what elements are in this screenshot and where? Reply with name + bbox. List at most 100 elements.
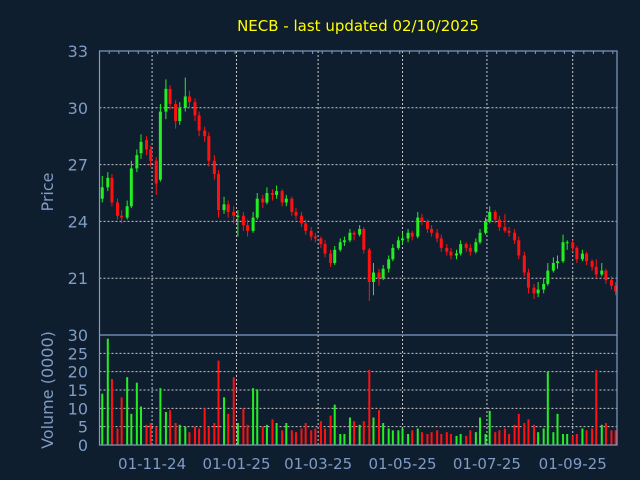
volume-bar [300, 428, 303, 445]
volume-tick-label: 5 [78, 418, 88, 437]
candle-down [439, 238, 443, 248]
candle-down [410, 232, 414, 237]
volume-bar [610, 430, 613, 445]
candle-down [367, 249, 371, 282]
candle-down [207, 136, 211, 161]
volume-bar [411, 430, 414, 445]
volume-bar [552, 432, 555, 445]
volume-bar [358, 424, 361, 445]
volume-bar [304, 423, 307, 445]
volume-bar [474, 432, 477, 445]
candle-down [362, 228, 366, 250]
candle-down [115, 202, 119, 216]
volume-bar [116, 428, 119, 445]
volume-bar [227, 413, 230, 445]
volume-bar [600, 424, 603, 445]
volume-tick-label: 15 [68, 381, 88, 400]
volume-bar [348, 417, 351, 445]
candle-down [212, 160, 216, 175]
candle-up [488, 211, 492, 222]
candle-down [571, 242, 575, 248]
candle-down [503, 227, 507, 231]
volume-bar [407, 434, 410, 445]
volume-bar [110, 379, 113, 445]
candle-down [425, 221, 429, 229]
candle-up [600, 270, 604, 275]
volume-bar [508, 434, 511, 445]
candle-down [420, 217, 424, 222]
volume-bar [265, 424, 268, 445]
candle-up [265, 193, 269, 203]
candle-up [391, 247, 395, 260]
volume-bar [319, 421, 322, 445]
candle-down [493, 211, 497, 220]
candle-down [377, 272, 381, 279]
volume-bar [294, 432, 297, 445]
plot-frame [98, 50, 618, 446]
candle-down [294, 211, 298, 216]
volume-bar [184, 426, 187, 445]
candle-down [241, 215, 245, 226]
candle-up [125, 206, 129, 218]
candle-up [396, 240, 400, 248]
candle-up [406, 232, 410, 239]
volume-bar [469, 430, 472, 445]
volume-bar [604, 423, 607, 445]
volume-bar [575, 434, 578, 445]
candle-down [323, 244, 327, 254]
candle-down [246, 225, 250, 231]
candle-down [203, 130, 207, 137]
volume-bar [537, 432, 540, 445]
candle-up [416, 217, 420, 237]
volume-bars [101, 338, 617, 445]
volume-bar [566, 434, 569, 445]
volume-bar [169, 410, 172, 445]
volume-bar [595, 369, 598, 445]
candle-up [236, 215, 240, 217]
candle-down [435, 232, 439, 239]
date-tick-label: 01-07-25 [453, 455, 521, 473]
candle-up [342, 240, 346, 243]
volume-bar [232, 377, 235, 445]
candle-up [284, 198, 288, 203]
volume-bar [430, 432, 433, 445]
candle-down [290, 198, 294, 212]
volume-bar [571, 435, 574, 445]
volume-bar [503, 428, 506, 445]
volume-bar [420, 432, 423, 445]
volume-bar [207, 426, 210, 445]
volume-bar [281, 430, 284, 445]
volume-bar [488, 410, 491, 445]
candle-down [216, 174, 220, 211]
candle-up [222, 204, 226, 211]
volume-bar [188, 432, 191, 445]
candle-down [468, 247, 472, 252]
chart-title: NECB - last updated 02/10/2025 [237, 17, 479, 35]
volume-bar [387, 428, 390, 445]
candle-up [129, 168, 133, 207]
volume-bar [546, 371, 549, 445]
candle-down [319, 238, 323, 245]
volume-bar [135, 382, 138, 445]
volume-bar [436, 430, 439, 445]
volume-bar [130, 413, 133, 445]
volume-bar [353, 421, 356, 445]
axes [98, 50, 618, 446]
candle-down [313, 236, 317, 239]
candle-up [401, 238, 405, 241]
volume-bar [256, 389, 259, 445]
candle-up [546, 270, 550, 284]
candle-up [178, 107, 182, 122]
candle-down [590, 261, 594, 267]
candle-up [338, 242, 342, 250]
candle-up [255, 198, 259, 218]
volume-bar [314, 428, 317, 445]
volume-bar [343, 434, 346, 445]
volume-bar [449, 434, 452, 445]
candle-up [275, 191, 279, 195]
candle-down [575, 247, 579, 260]
candle-down [309, 230, 313, 237]
volume-bar [440, 434, 443, 445]
